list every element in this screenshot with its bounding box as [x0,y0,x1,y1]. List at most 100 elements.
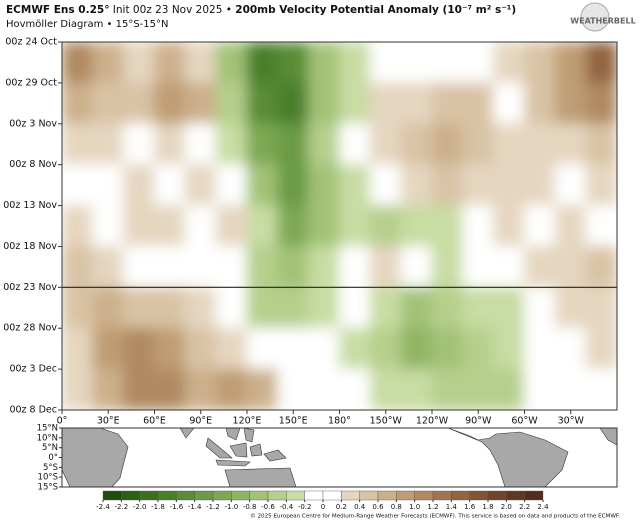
heat-cell [246,205,279,247]
heat-cell [431,205,464,247]
heat-cell [154,368,186,410]
heat-cell [369,123,402,166]
colorbar-swatch [249,490,269,501]
colorbar-tick-label: 1.2 [427,503,438,511]
colorbar-swatch [286,490,305,501]
heat-cell [524,205,556,247]
heat-cell [339,205,371,247]
heat-cell [493,368,525,410]
x-tick-label: 150°W [370,416,403,427]
map-y-tick-label: 5°N [42,443,58,453]
heat-cell [462,42,495,84]
heat-cell [123,205,155,247]
heat-cell [123,286,155,329]
heat-cell [493,123,525,166]
heat-cell [400,123,433,166]
colorbar-tick-label: 1.6 [464,503,476,511]
colorbar-tick-label: -1.2 [206,503,220,511]
colorbar-tick-label: 2.0 [501,503,512,511]
heat-cell [554,205,587,247]
heat-cell [369,205,402,247]
heat-cell [308,82,340,125]
x-tick-label: 60°E [143,416,166,427]
heat-cell [123,164,155,207]
heat-cell [215,286,248,329]
heat-cell [215,82,248,125]
heat-cell [62,123,94,166]
heat-cell [246,368,279,410]
heat-cell [277,368,310,410]
heat-cell [246,245,279,288]
heat-cell [154,245,186,288]
heat-cell [277,82,310,125]
heat-cell [154,42,186,84]
heat-cell [400,164,433,207]
colorbar-swatch [157,490,177,501]
heat-cell [215,205,248,247]
heat-cell [123,82,155,125]
y-tick-label: 00z 13 Nov [3,200,57,211]
heat-cell [215,123,248,166]
heat-cell [462,327,495,370]
heat-cell [62,245,94,288]
heat-cell [339,245,371,288]
colorbar-tick-label: 0 [321,503,325,511]
heat-cell [277,123,310,166]
colorbar-tick-label: -1.0 [224,503,238,511]
americas [447,428,569,487]
heat-cell [308,327,340,370]
heat-cell [369,368,402,410]
heat-cell [400,245,433,288]
heat-cell [154,286,186,329]
heat-cell [462,82,495,125]
heat-cell [431,368,464,410]
heat-cell [339,368,371,410]
colorbar-swatch [506,490,525,501]
heat-cell [62,368,94,410]
x-tick-label: 120°E [233,416,262,427]
colorbar-swatch [341,490,360,501]
heat-cell [92,164,125,207]
heat-cell [493,205,525,247]
heat-cell [400,205,433,247]
heat-cell [493,327,525,370]
map-y-tick-label: 0° [48,453,58,463]
heat-cell [431,245,464,288]
heat-cell [246,286,279,329]
heat-cell [215,245,248,288]
heat-cell [92,327,125,370]
x-tick-label: 180° [328,416,351,427]
heat-cell [246,82,279,125]
heat-cell [524,245,556,288]
heat-cell [62,164,94,207]
colorbar-tick-label: -0.8 [243,503,257,511]
colorbar-swatch [121,490,140,501]
heat-cell [524,164,556,207]
colorbar-tick-label: -0.4 [279,503,293,511]
x-tick-label: 60°W [511,416,538,427]
colorbar-tick-label: -0.6 [261,503,275,511]
heat-cell [62,82,94,125]
heat-cell [493,82,525,125]
x-tick-label: 30°E [97,416,120,427]
heat-cell [462,368,495,410]
heat-cell [308,164,340,207]
heat-cell [246,123,279,166]
heat-cell [369,286,402,329]
colorbar-swatch [377,490,397,501]
heat-cell [123,368,155,410]
heat-cell [431,164,464,207]
heat-cell [184,245,217,288]
title-field: 200mb Velocity Potential Anomaly (10⁻⁷ m… [235,4,516,16]
heat-cell [339,327,371,370]
x-tick-label: 30°W [558,416,585,427]
heat-cell [585,286,617,329]
heat-cell [524,123,556,166]
heat-cell [184,164,217,207]
heat-cell [184,205,217,247]
y-tick-label: 00z 3 Nov [9,118,57,129]
colorbar-swatch [414,490,434,501]
y-tick-label: 00z 3 Dec [9,364,57,375]
heat-cell [462,205,495,247]
heat-cell [154,82,186,125]
